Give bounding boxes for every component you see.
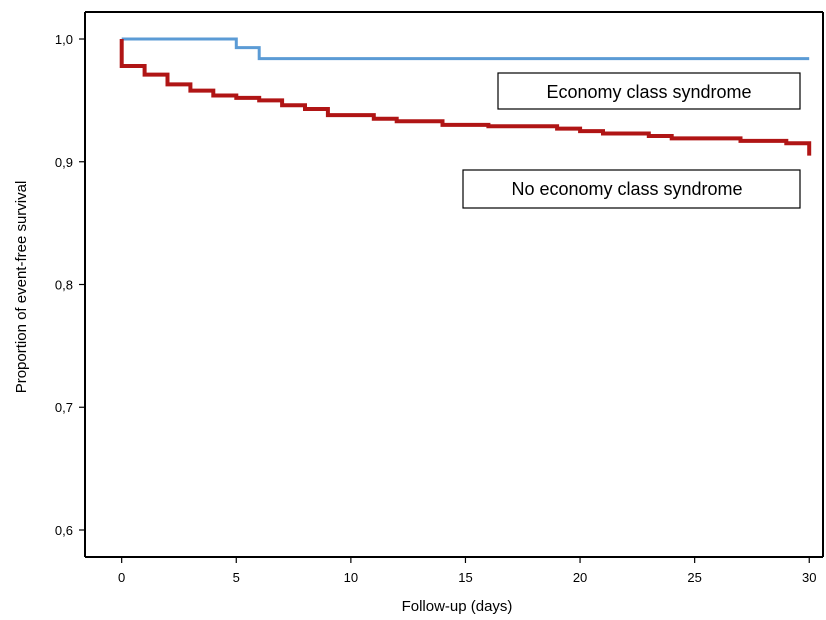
x-tick-label: 0 [118,570,125,585]
x-tick-label: 10 [344,570,358,585]
legend-label-no-economy: No economy class syndrome [511,179,742,199]
y-tick-label: 0,9 [55,155,73,170]
series-line-economy [121,37,810,61]
y-tick-label: 0,7 [55,400,73,415]
x-ticks: 0 5 10 15 20 25 30 [118,557,816,585]
y-ticks: 0,6 0,7 0,8 0,9 1,0 [55,32,85,538]
x-tick-label: 15 [458,570,472,585]
legend-box-border [462,169,801,209]
x-tick-label: 5 [233,570,240,585]
legend-box-border [497,72,801,110]
y-tick-label: 0,8 [55,278,73,293]
x-tick-label: 25 [687,570,701,585]
y-tick-label: 1,0 [55,32,73,47]
x-axis-title: Follow-up (days) [402,598,513,615]
series-line-no-economy [119,39,812,156]
x-tick-label: 20 [573,570,587,585]
legend-box-economy: Economy class syndrome [497,72,801,110]
legend-box-no-economy: No economy class syndrome [462,169,801,209]
y-tick-label: 0,6 [55,523,73,538]
legend-label-economy: Economy class syndrome [546,82,751,102]
series-layer [119,37,812,156]
y-axis-title: Proportion of event-free survival [13,181,30,394]
x-tick-label: 30 [802,570,816,585]
